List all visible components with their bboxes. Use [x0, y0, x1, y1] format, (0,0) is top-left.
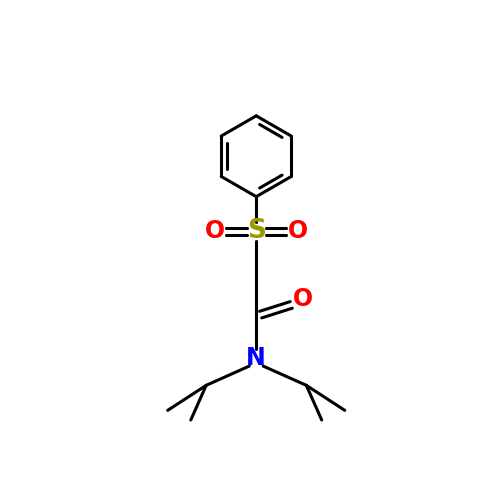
Text: O: O [292, 286, 312, 310]
Text: S: S [247, 218, 266, 244]
Text: O: O [205, 220, 225, 244]
Text: O: O [288, 220, 308, 244]
Text: N: N [246, 346, 266, 370]
